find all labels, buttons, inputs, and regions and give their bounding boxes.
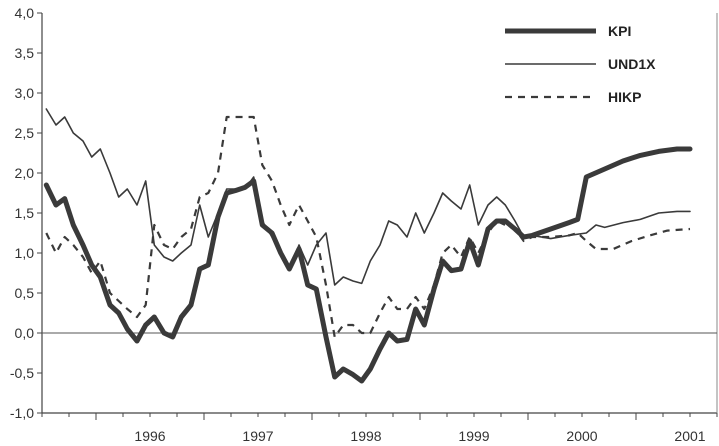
y-tick-label: -1,0 [10, 405, 34, 421]
y-tick-label: 4,0 [15, 5, 35, 21]
y-tick-label: 0,0 [15, 325, 35, 341]
y-tick-label: 1,0 [15, 245, 35, 261]
x-tick-label: 1998 [350, 428, 381, 444]
x-tick-label: 2000 [566, 428, 597, 444]
y-tick-label: 2,0 [15, 165, 35, 181]
x-tick-label: 1999 [458, 428, 489, 444]
legend-label-hikp: HIKP [608, 89, 641, 105]
series-line-und1x [45, 108, 691, 286]
y-axis: 4,0 3,5 3,0 2,5 2,0 1,5 1,0 0,5 0,0 -0,5 -1,0 [10, 5, 42, 421]
legend-label-und1x: UND1X [608, 56, 656, 72]
legend-label-kpi: KPI [608, 23, 631, 39]
y-tick-label: 1,5 [15, 205, 35, 221]
x-axis: 1996 1997 1998 1999 2000 2001 [41, 413, 718, 444]
series-layer [43, 108, 693, 384]
y-tick-label: 0,5 [15, 285, 35, 301]
y-tick-label: 3,5 [15, 45, 35, 61]
y-tick-label: 2,5 [15, 125, 35, 141]
series-line-kpi [43, 146, 693, 384]
legend: KPI UND1X HIKP [505, 23, 656, 105]
x-tick-label: 2001 [674, 428, 705, 444]
y-tick-label: 3,0 [15, 85, 35, 101]
x-tick-label: 1997 [242, 428, 273, 444]
y-tick-label: -0,5 [10, 365, 34, 381]
x-tick-label: 1996 [134, 428, 165, 444]
